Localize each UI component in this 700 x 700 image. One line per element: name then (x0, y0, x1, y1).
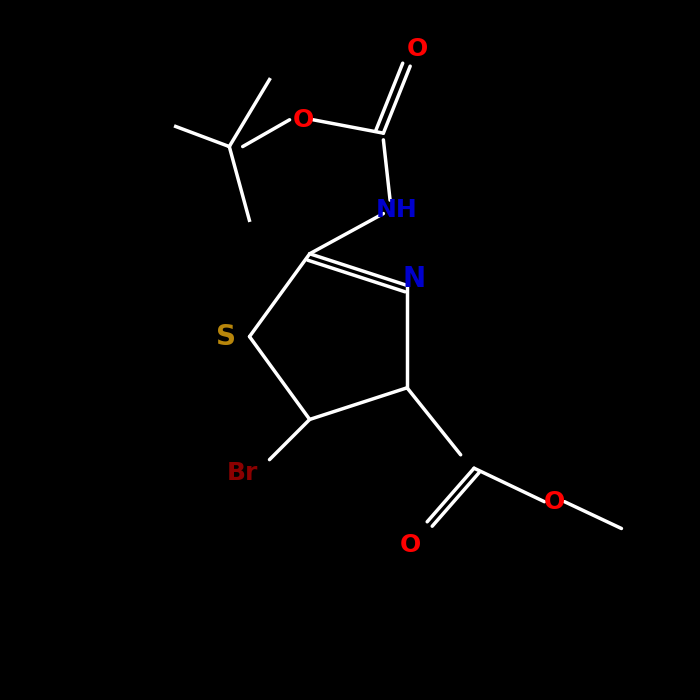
Text: S: S (216, 323, 236, 351)
Text: O: O (400, 533, 421, 557)
Text: Br: Br (227, 461, 258, 485)
Text: O: O (544, 490, 565, 514)
Text: N: N (402, 265, 426, 293)
Text: O: O (406, 37, 428, 62)
Text: O: O (293, 108, 314, 132)
Text: NH: NH (376, 198, 418, 222)
